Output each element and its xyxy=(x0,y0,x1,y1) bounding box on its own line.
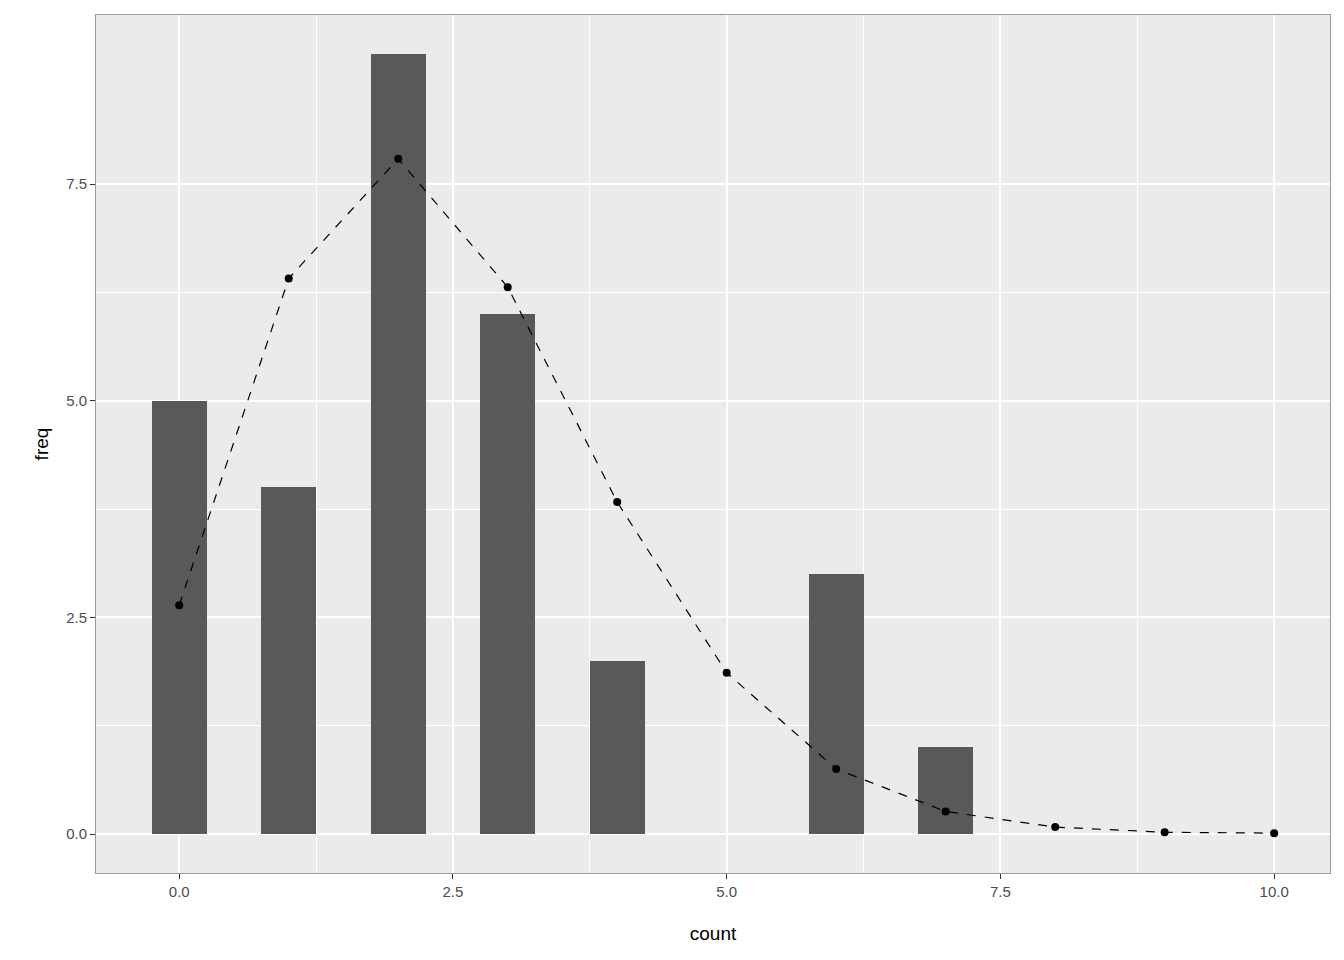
svg-text:7.5: 7.5 xyxy=(990,883,1011,900)
svg-text:10.0: 10.0 xyxy=(1260,883,1289,900)
svg-text:2.5: 2.5 xyxy=(66,609,87,626)
svg-text:2.5: 2.5 xyxy=(443,883,464,900)
svg-text:count: count xyxy=(690,923,737,944)
svg-text:0.0: 0.0 xyxy=(66,825,87,842)
svg-text:freq: freq xyxy=(31,428,52,461)
svg-text:0.0: 0.0 xyxy=(169,883,190,900)
svg-text:5.0: 5.0 xyxy=(716,883,737,900)
svg-text:5.0: 5.0 xyxy=(66,392,87,409)
svg-text:7.5: 7.5 xyxy=(66,175,87,192)
